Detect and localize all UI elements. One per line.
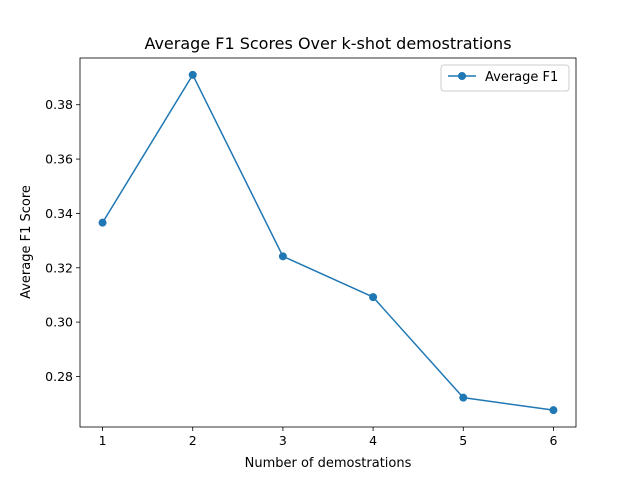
data-point <box>549 406 558 415</box>
axes-frame <box>79 57 577 428</box>
y-tick-label: 0.38 <box>45 97 73 112</box>
legend-label: Average F1 <box>485 70 558 85</box>
x-tick-label: 1 <box>99 433 107 448</box>
chart-title: Average F1 Scores Over k-shot demostrati… <box>144 34 511 53</box>
y-tick-label: 0.36 <box>45 152 73 167</box>
data-point <box>459 393 468 402</box>
x-tick-label: 4 <box>369 433 377 448</box>
chart-marks <box>98 70 558 415</box>
legend-marker <box>458 72 466 80</box>
x-tick-label: 6 <box>549 433 557 448</box>
y-tick-label: 0.28 <box>45 369 73 384</box>
x-tick-label: 5 <box>459 433 467 448</box>
data-point <box>369 293 378 302</box>
legend: Average F1 <box>440 64 570 92</box>
plot-background <box>80 58 576 427</box>
series-line <box>101 74 554 411</box>
legend-box <box>440 64 570 92</box>
axes: 1 2 3 4 5 6 0.28 0.30 0.32 0.34 0.36 0.38 <box>45 57 577 448</box>
data-point <box>98 218 107 227</box>
y-tick-label: 0.34 <box>45 206 73 221</box>
plot-area <box>80 58 576 427</box>
data-point <box>188 70 197 79</box>
x-axis-label: Number of demostrations <box>245 456 412 471</box>
y-tick-label: 0.30 <box>45 315 73 330</box>
x-tick-label: 2 <box>189 433 197 448</box>
y-axis-label: Average F1 Score <box>19 185 34 299</box>
y-tick-label: 0.32 <box>45 260 73 275</box>
x-tick-label: 3 <box>279 433 287 448</box>
data-point <box>278 252 287 261</box>
